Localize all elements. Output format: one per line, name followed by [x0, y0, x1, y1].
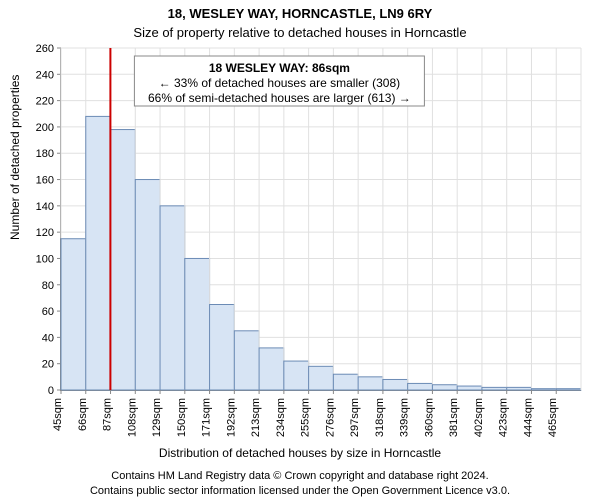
histogram-bar [185, 258, 210, 390]
y-tick-label: 200 [36, 122, 54, 134]
x-tick-label: 213sqm [250, 398, 262, 437]
x-tick-label: 234sqm [275, 398, 287, 437]
footer-attribution: Contains HM Land Registry data © Crown c… [0, 469, 600, 498]
x-tick-label: 339sqm [399, 398, 411, 437]
x-tick-label: 129sqm [151, 398, 163, 437]
x-tick-label: 108sqm [126, 398, 138, 437]
histogram-bar [432, 385, 457, 390]
annotation-line: ← 33% of detached houses are smaller (30… [159, 76, 400, 90]
annotation-line: 66% of semi-detached houses are larger (… [148, 91, 411, 105]
histogram-bar [408, 383, 433, 390]
histogram-bar [333, 374, 358, 390]
x-tick-label: 192sqm [225, 398, 237, 437]
histogram-bar [86, 116, 111, 390]
x-tick-label: 45sqm [52, 398, 64, 431]
histogram-bar [482, 387, 507, 390]
annotation-line: 18 WESLEY WAY: 86sqm [209, 61, 350, 75]
histogram-bar [284, 361, 309, 390]
histogram-bar [135, 180, 160, 390]
chart-plot-area: 02040608010012014016018020022024026045sq… [60, 48, 581, 391]
chart-svg: 02040608010012014016018020022024026045sq… [61, 48, 581, 390]
y-tick-label: 240 [36, 69, 54, 81]
y-tick-label: 260 [36, 43, 54, 55]
x-axis-label: Distribution of detached houses by size … [0, 446, 600, 460]
x-tick-label: 423sqm [498, 398, 510, 437]
x-tick-label: 318sqm [374, 398, 386, 437]
x-tick-label: 465sqm [547, 398, 559, 437]
x-tick-label: 402sqm [473, 398, 485, 437]
histogram-bar [531, 389, 556, 390]
x-tick-label: 276sqm [324, 398, 336, 437]
y-axis-label: Number of detached properties [8, 75, 22, 240]
histogram-bar [234, 331, 259, 390]
x-tick-label: 255sqm [300, 398, 312, 437]
x-tick-label: 360sqm [423, 398, 435, 437]
y-tick-label: 100 [36, 253, 54, 265]
y-tick-label: 180 [36, 148, 54, 160]
histogram-bar [309, 366, 334, 390]
address-title: 18, WESLEY WAY, HORNCASTLE, LN9 6RY [0, 6, 600, 21]
x-tick-label: 150sqm [176, 398, 188, 437]
x-tick-label: 66sqm [77, 398, 89, 431]
footer-line-1: Contains HM Land Registry data © Crown c… [0, 469, 600, 483]
x-tick-label: 381sqm [448, 398, 460, 437]
y-tick-label: 140 [36, 201, 54, 213]
y-tick-label: 120 [36, 227, 54, 239]
y-tick-label: 40 [42, 332, 54, 344]
x-tick-label: 297sqm [349, 398, 361, 437]
histogram-bar [556, 389, 581, 390]
x-tick-label: 171sqm [201, 398, 213, 437]
histogram-bar [61, 239, 86, 390]
histogram-bar [111, 130, 136, 390]
histogram-bar [160, 206, 185, 390]
y-tick-label: 20 [42, 359, 54, 371]
y-tick-label: 80 [42, 280, 54, 292]
histogram-bar [210, 305, 235, 391]
y-tick-label: 0 [48, 385, 54, 397]
x-tick-label: 444sqm [522, 398, 534, 437]
y-tick-label: 220 [36, 96, 54, 108]
y-tick-label: 60 [42, 306, 54, 318]
histogram-bar [358, 377, 383, 390]
x-tick-label: 87sqm [102, 398, 114, 431]
histogram-bar [383, 379, 408, 390]
histogram-bar [457, 386, 482, 390]
histogram-bar [259, 348, 284, 390]
y-tick-label: 160 [36, 175, 54, 187]
chart-subtitle: Size of property relative to detached ho… [0, 25, 600, 40]
footer-line-2: Contains public sector information licen… [0, 484, 600, 498]
histogram-bar [507, 387, 532, 390]
